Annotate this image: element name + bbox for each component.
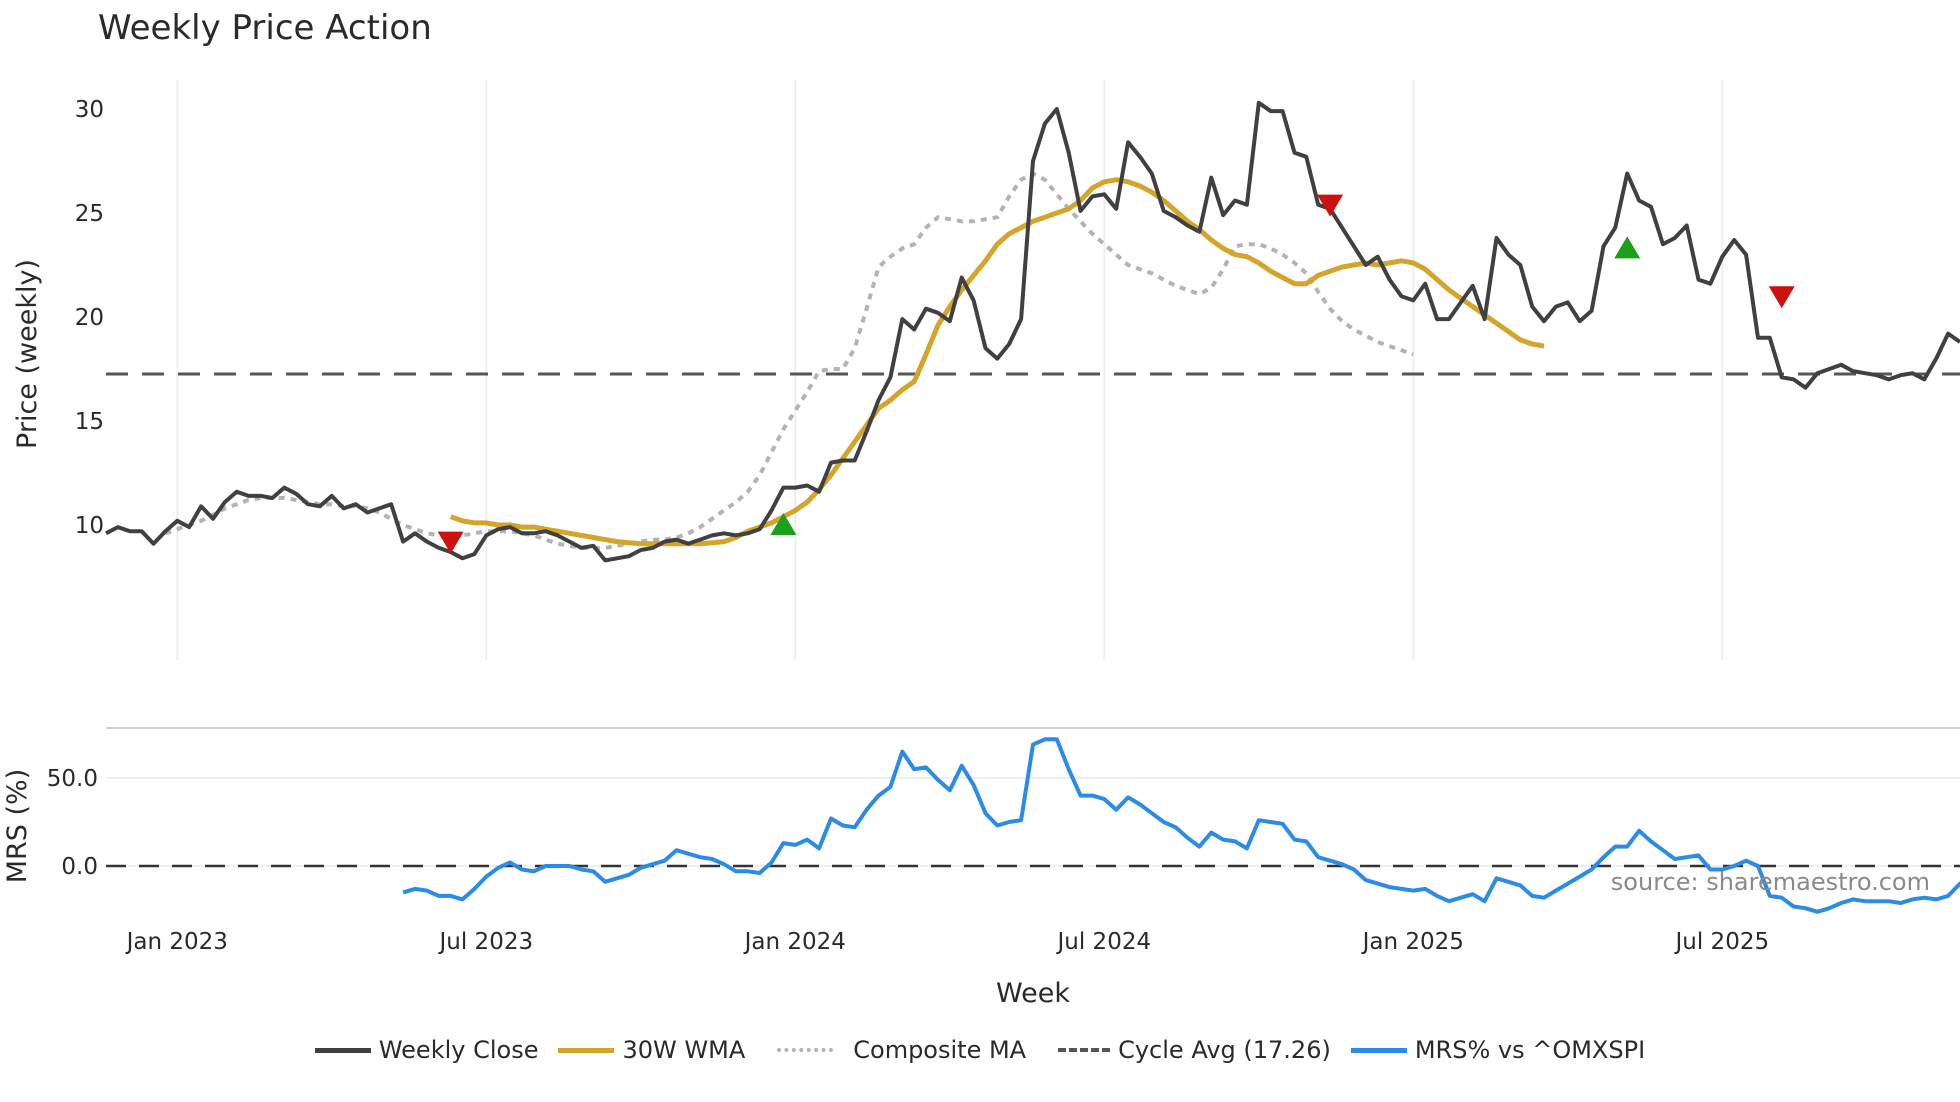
legend-label: Composite MA <box>853 1036 1027 1064</box>
axis-ticks: Jan 2023 Jul 2023 Jan 2024 Jul 2024 Jan 2025… <box>47 97 1769 955</box>
solid-line-icon <box>1350 1047 1407 1053</box>
sell-signal-icon <box>437 531 464 554</box>
legend-label: Cycle Avg (17.26) <box>1118 1036 1331 1064</box>
solid-line-icon <box>314 1047 371 1053</box>
legend-label: Weekly Close <box>378 1036 539 1064</box>
composite-ma-line <box>164 171 1414 550</box>
legend-item-wma[interactable]: 30W WMA <box>558 1036 745 1064</box>
buy-signal-icon <box>1614 236 1641 259</box>
wma-line <box>449 177 1545 547</box>
x-tick-label: Jul 2024 <box>1056 929 1152 955</box>
price-plot <box>105 100 1960 563</box>
x-tick-label: Jul 2025 <box>1674 929 1770 955</box>
legend: Weekly Close 30W WMA Composite MA Cycle … <box>0 1036 1960 1064</box>
mrs-plot <box>106 737 1960 914</box>
weekly-close-line <box>105 100 1960 563</box>
price-tick-label: 20 <box>75 305 104 331</box>
legend-item-cycle-avg[interactable]: Cycle Avg (17.26) <box>1046 1036 1331 1064</box>
x-tick-label: Jul 2023 <box>438 929 534 955</box>
mrs-tick-label: 0.0 <box>61 854 98 880</box>
legend-label: MRS% vs ^OMXSPI <box>1414 1036 1646 1064</box>
mrs-y-axis-label: MRS (%) <box>2 769 33 884</box>
sell-signal-icon <box>1768 286 1795 309</box>
chart-title: Weekly Price Action <box>98 8 432 48</box>
x-axis-label: Week <box>996 978 1070 1009</box>
source-watermark: source: sharemaestro.com <box>1611 868 1930 896</box>
legend-item-composite-ma[interactable]: Composite MA <box>765 1036 1026 1064</box>
price-tick-label: 15 <box>75 409 104 435</box>
legend-item-mrs[interactable]: MRS% vs ^OMXSPI <box>1350 1036 1646 1064</box>
price-tick-label: 30 <box>75 97 104 123</box>
x-tick-label: Jan 2025 <box>1361 929 1464 955</box>
price-y-axis-label: Price (weekly) <box>12 259 43 449</box>
dotted-line-icon <box>777 1048 834 1052</box>
price-tick-label: 10 <box>75 513 104 539</box>
x-tick-label: Jan 2024 <box>743 929 846 955</box>
legend-label: 30W WMA <box>622 1036 746 1064</box>
buy-signal-icon <box>770 513 797 535</box>
price-tick-label: 25 <box>75 201 104 227</box>
mrs-line <box>402 737 1960 914</box>
x-tick-label: Jan 2023 <box>125 929 228 955</box>
sell-signal-icon <box>1317 194 1344 217</box>
solid-line-icon <box>558 1047 615 1053</box>
legend-item-weekly-close[interactable]: Weekly Close <box>314 1036 539 1064</box>
dashed-line-icon <box>1058 1048 1111 1052</box>
mrs-tick-label: 50.0 <box>47 766 98 792</box>
